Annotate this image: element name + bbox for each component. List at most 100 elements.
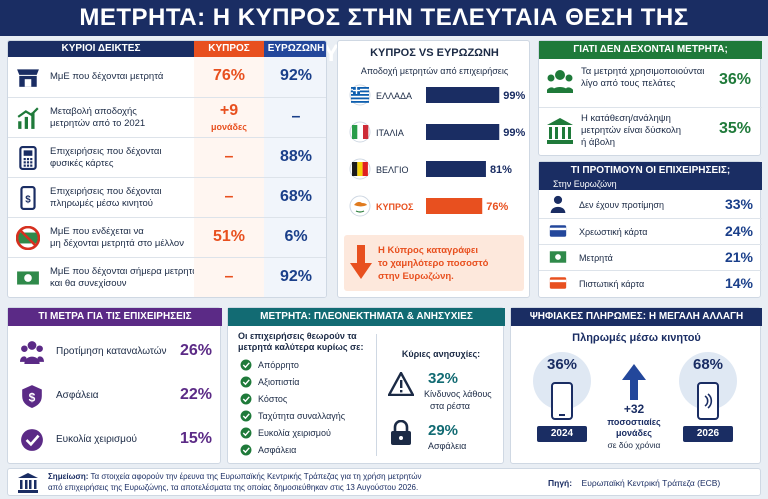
pros-intro: Οι επιχειρήσεις θεωρούν τα xyxy=(238,331,357,341)
indicator-label: φυσικές κάρτες xyxy=(50,158,114,169)
indicator-row: ΜμΕ που δέχονται σήμερα μετρητά και θα συ… xyxy=(8,257,326,297)
shop-icon xyxy=(17,69,39,87)
eurozone-column-header: ΕΥΡΩΖΩΝΗ xyxy=(264,41,326,57)
indicator-row: Μεταβολή αποδοχής μετρητών από το 2021 +9 μ… xyxy=(8,97,326,138)
note-text: από επιχειρήσεις της Ευρωζώνης, τα αποτε… xyxy=(48,483,419,492)
measure-value: 15% xyxy=(179,430,212,447)
svg-text:$: $ xyxy=(29,390,36,404)
credit-card-icon xyxy=(549,277,567,289)
check-icon xyxy=(240,393,252,405)
eurozone-value: 68% xyxy=(279,188,313,205)
cyprus-cell xyxy=(194,258,264,297)
preference-icon-box xyxy=(549,195,567,213)
measure-label: Ασφάλεια xyxy=(56,390,99,401)
advantage-item: Αξιοπιστία xyxy=(258,377,300,387)
institution-icon xyxy=(18,473,38,493)
versus-subtitle: Αποδοχή μετρητών από επιχειρήσεις xyxy=(360,66,509,76)
eurozone-value: 88% xyxy=(279,148,313,165)
reason-value: 36% xyxy=(719,71,752,88)
footer-source: Πηγή: Ευρωπαϊκή Κεντρική Τράπεζα (ECB) xyxy=(548,478,720,488)
flag-icon xyxy=(349,158,371,180)
measure-icon-box xyxy=(20,340,44,364)
change-label: ποσοστιαίες xyxy=(607,417,661,427)
category-label: ΙΤΑΛΙΑ xyxy=(376,128,404,138)
indicator-label: ΜμΕ που δέχονται μετρητά xyxy=(50,71,164,82)
concerns-title: Κύριες ανησυχίες: xyxy=(401,349,481,359)
preferences-header: ΤΙ ΠΡΟΤΙΜΟΥΝ ΟΙ ΕΠΙΧΕΙΡΗΣΕΙΣ; Στην Ευρωζ… xyxy=(539,162,762,190)
indicator-icon-box xyxy=(16,65,40,89)
cyprus-cell xyxy=(194,98,264,138)
country-bar-chart: ΕΛΛΑΔΑ 99% ΙΤΑΛΙΑ 99% ΒΕΛΓΙΟ 81% ΚΥΠΡΟΣ 76% xyxy=(349,84,525,217)
concern-value: 32% xyxy=(428,370,459,387)
indicator-label: μη δέχονται μετρητά στο μέλλον xyxy=(50,238,184,249)
divider xyxy=(376,334,377,456)
measure-row: Ευκολία χειρισμού 15% xyxy=(8,418,222,462)
customers-icon xyxy=(547,70,573,93)
cyprus-value: +9 xyxy=(219,102,239,119)
data-label: 76% xyxy=(486,201,508,213)
preference-value: 21% xyxy=(724,249,753,265)
reasons-title: ΓΙΑΤΙ ΔΕΝ ΔΕΧΟΝΤΑΙ ΜΕΤΡΗΤΑ; xyxy=(539,41,762,59)
indicators-panel: ΚΥΡΙΟΙ ΔΕΙΚΤΕΣ ΚΥΠΡΟΣ ΕΥΡΩΖΩΝΗ ΜμΕ που δ… xyxy=(7,40,327,298)
page-title: ΜΕΤΡΗΤΑ: Η ΚΥΠΡΟΣ ΣΤΗΝ ΤΕΛΕΥΤΑΙΑ ΘΕΣΗ ΤΗ… xyxy=(0,0,768,67)
growth-chart-icon xyxy=(17,107,39,129)
indicator-row: $ Επιχειρήσεις που δέχονται πληρωμές μέσω … xyxy=(8,177,326,218)
indicator-label: ΜμΕ που δέχονται σήμερα μετρητά xyxy=(50,266,198,277)
indicator-icon-box xyxy=(16,226,40,250)
data-label: 81% xyxy=(490,164,512,176)
cyprus-value: – xyxy=(224,148,234,165)
card-terminal-icon xyxy=(19,146,37,170)
category-label: ΒΕΛΓΙΟ xyxy=(376,165,408,175)
reason-value: 35% xyxy=(719,120,752,137)
bank-icon xyxy=(547,118,573,144)
concern-label: στα ρέστα xyxy=(430,401,471,411)
contactless-phone-icon xyxy=(697,382,719,420)
footer: Σημείωση: Τα στοιχεία αφορούν την έρευνα… xyxy=(7,468,761,496)
flag-icon xyxy=(349,121,371,143)
category-label: ΚΥΠΡΟΣ xyxy=(376,202,414,212)
versus-panel: ΚΥΠΡΟΣ VS ΕΥΡΩΖΩΝΗ Αποδοχή μετρητών από … xyxy=(337,40,530,298)
change-period: σε δύο χρόνια xyxy=(607,440,661,450)
bar xyxy=(426,87,500,103)
preference-icon-box xyxy=(549,222,567,240)
eurozone-value: – xyxy=(291,108,301,125)
indicator-label: Επιχειρήσεις που δέχονται xyxy=(50,186,162,197)
up-arrow-icon xyxy=(622,364,646,400)
indicator-label: πληρωμές μέσω κινητού xyxy=(50,198,153,209)
flag-icon xyxy=(349,84,371,106)
indicator-label: Επιχειρήσεις που δέχονται xyxy=(50,146,162,157)
concern-value: 29% xyxy=(428,422,459,439)
reason-item: Τα μετρητά χρησιμοποιούνται λίγο από του… xyxy=(539,61,762,107)
change-label: μονάδες xyxy=(616,428,652,438)
advantage-item: Ευκολία χειρισμού xyxy=(258,428,331,438)
cyprus-column-header: ΚΥΠΡΟΣ xyxy=(194,41,264,57)
padlock-icon xyxy=(391,420,411,445)
change-value: +32 xyxy=(623,402,645,416)
check-circle-icon xyxy=(21,429,43,451)
no-cash-icon xyxy=(16,226,40,250)
cyprus-cell xyxy=(194,178,264,218)
preference-row: Πιστωτική κάρτα 14% xyxy=(539,270,762,296)
pros-concerns-panel: ΜΕΤΡΗΤΑ: ΠΛΕΟΝΕΚΤΗΜΑΤΑ & ΑΝΗΣΥΧΙΕΣ Οι επ… xyxy=(227,307,505,464)
indicator-icon-box: $ xyxy=(16,186,40,210)
source-label: Πηγή: xyxy=(548,478,573,488)
measures-title: ΤΙ ΜΕΤΡΑ ΓΙΑ ΤΙΣ ΕΠΙΧΕΙΡΗΣΕΙΣ xyxy=(8,308,222,326)
indicator-label: ΜμΕ που ενδέχεται να xyxy=(50,226,144,237)
check-icon xyxy=(240,376,252,388)
eurozone-cell xyxy=(264,218,326,258)
preference-value: 33% xyxy=(724,196,753,212)
reason-text: λίγο από τους πελάτες xyxy=(581,78,676,89)
measure-value: 22% xyxy=(179,386,212,403)
preference-label: Χρεωστική κάρτα xyxy=(579,227,648,237)
measure-row: Προτίμηση καταναλωτών 26% xyxy=(8,330,222,374)
indicator-icon-box xyxy=(16,146,40,170)
check-icon xyxy=(240,359,252,371)
svg-text:$: $ xyxy=(25,194,31,205)
down-arrow-icon xyxy=(350,245,372,279)
data-label: 99% xyxy=(503,127,525,139)
concern-label: Ασφάλεια xyxy=(428,441,467,451)
pros-intro: μετρητά καλύτερα κυρίως σε: xyxy=(238,342,364,352)
eurozone-value: 6% xyxy=(284,228,308,245)
cyprus-value: 51% xyxy=(212,228,246,245)
preference-value: 24% xyxy=(724,223,753,239)
